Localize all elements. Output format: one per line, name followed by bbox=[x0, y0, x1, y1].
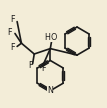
Text: F: F bbox=[41, 64, 46, 73]
Text: F: F bbox=[10, 15, 15, 25]
Text: F: F bbox=[28, 61, 33, 70]
Text: F: F bbox=[10, 43, 15, 52]
Text: H: H bbox=[45, 33, 51, 42]
Text: N: N bbox=[47, 86, 53, 95]
Text: O: O bbox=[51, 33, 57, 42]
Text: F: F bbox=[7, 28, 12, 37]
